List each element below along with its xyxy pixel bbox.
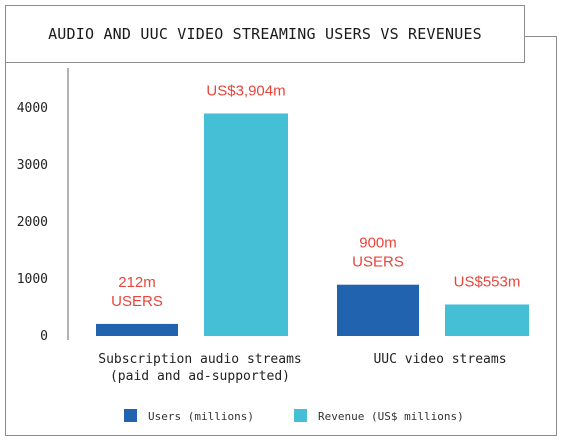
category-label: UUC video streams xyxy=(373,352,506,367)
bars xyxy=(96,113,529,336)
data-label: 212m xyxy=(118,274,156,291)
legend-label: Revenue (US$ millions) xyxy=(318,410,464,423)
data-label: US$3,904m xyxy=(206,82,285,99)
y-tick-label: 2000 xyxy=(17,215,48,230)
bar-users xyxy=(337,284,419,336)
legend-swatch xyxy=(294,409,307,422)
data-label: USERS xyxy=(352,254,404,271)
legend-label: Users (millions) xyxy=(148,410,254,423)
bar-revenue xyxy=(204,113,288,336)
data-label: 900m xyxy=(359,235,397,252)
y-tick-label: 4000 xyxy=(17,101,48,116)
data-label: USERS xyxy=(111,293,163,310)
title-box: AUDIO AND UUC VIDEO STREAMING USERS VS R… xyxy=(5,5,525,63)
bar-revenue xyxy=(445,304,529,336)
y-tick-label: 3000 xyxy=(17,158,48,173)
category-label: (paid and ad-supported) xyxy=(110,369,290,384)
bar-users xyxy=(96,323,178,336)
chart-title: AUDIO AND UUC VIDEO STREAMING USERS VS R… xyxy=(48,25,482,43)
data-labels: 212m USERS US$3,904m 900m USERS US$553m xyxy=(111,82,520,309)
y-axis: 0 1000 2000 3000 4000 xyxy=(17,68,69,344)
y-tick-label: 1000 xyxy=(17,272,48,287)
data-label: US$553m xyxy=(454,273,521,290)
category-labels: Subscription audio streams (paid and ad-s… xyxy=(98,352,506,384)
y-tick-label: 0 xyxy=(40,329,48,344)
legend: Users (millions) Revenue (US$ millions) xyxy=(124,409,464,423)
legend-swatch xyxy=(124,409,137,422)
category-label: Subscription audio streams xyxy=(98,352,302,367)
